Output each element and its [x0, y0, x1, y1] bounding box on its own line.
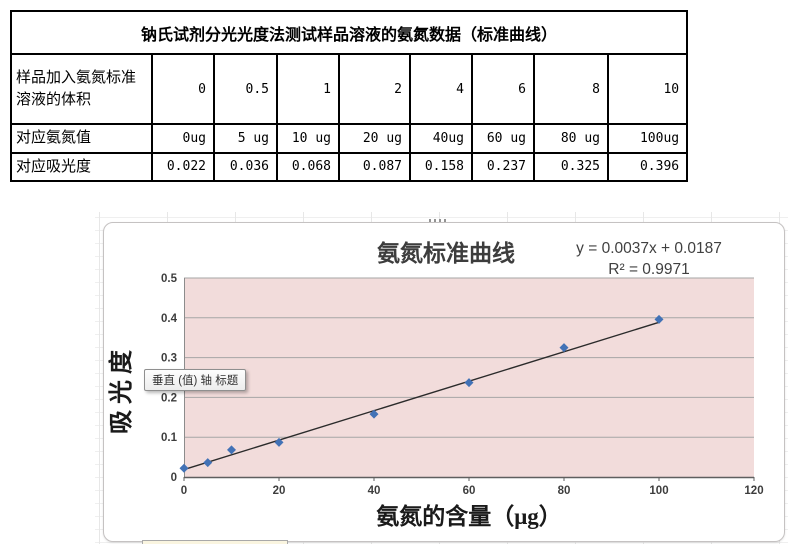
x-tick-label: 40	[368, 485, 381, 497]
row-label: 样品加入氨氮标准溶液的体积	[10, 53, 153, 125]
table-cell: 2	[338, 53, 411, 125]
ammonia-data-table: 钠氏试剂分光光度法测试样品溶液的氨氮数据（标准曲线） 样品加入氨氮标准溶液的体积…	[9, 10, 689, 182]
data-point	[369, 409, 379, 419]
data-point	[654, 314, 664, 324]
table-cell: 8	[533, 53, 609, 125]
table-title-row: 钠氏试剂分光光度法测试样品溶液的氨氮数据（标准曲线）	[9, 10, 689, 55]
y-tick-label: 0.2	[161, 392, 177, 404]
row-label: 对应吸光度	[10, 151, 153, 182]
table-cell: 0.237	[471, 151, 535, 182]
plot-bg	[184, 278, 754, 477]
table-cell: 0.325	[533, 151, 609, 182]
data-point	[464, 378, 474, 388]
table-cell: 10	[606, 53, 689, 125]
table-cell: 0.036	[213, 151, 278, 182]
data-point	[559, 343, 569, 353]
y-tick-label: 0.3	[161, 353, 177, 365]
x-tick-label: 20	[273, 485, 286, 497]
table-cell: 0.087	[338, 151, 411, 182]
chart-selection-handle-icon	[429, 219, 448, 222]
trendline-r-squared: R² = 0.9971	[608, 261, 690, 278]
y-axis-title: 吸光度	[109, 344, 135, 434]
table-row: 样品加入氨氮标准溶液的体积 0 0.5 1 2 4 6 8 10	[10, 53, 689, 125]
y-tick-label: 0.5	[161, 273, 178, 285]
table-cell: 0ug	[151, 123, 215, 154]
axis-title-tooltip: 垂直 (值) 轴 标题	[144, 369, 247, 391]
x-axis-title: 氨氮的含量（μg）	[376, 504, 562, 529]
table-cell: 6	[471, 53, 535, 125]
table-cell: 40ug	[409, 123, 473, 154]
x-tick-label: 60	[463, 485, 476, 497]
data-table-body: 样品加入氨氮标准溶液的体积 0 0.5 1 2 4 6 8 10 对应氨氮值 0ug 5 ug 10 u…	[10, 53, 689, 182]
chart-object[interactable]: 氨氮标准曲线 y = 0.0037x + 0.0187 R² = 0.9971 …	[103, 222, 785, 542]
table-cell: 0	[151, 53, 215, 125]
row-label: 对应氨氮值	[10, 123, 153, 154]
y-tick-label: 0	[171, 472, 177, 484]
y-tick-label: 0.1	[161, 432, 178, 444]
table-cell: 0.396	[606, 151, 689, 182]
trendline-equation: y = 0.0037x + 0.0187	[576, 240, 722, 257]
x-tick-label: 0	[181, 485, 187, 497]
trendline	[183, 321, 660, 471]
table-cell: 4	[409, 53, 473, 125]
table-row: 对应氨氮值 0ug 5 ug 10 ug 20 ug 40ug 60 ug 80 ug 100u…	[10, 123, 689, 154]
table-cell: 100ug	[606, 123, 689, 154]
x-tick-label: 100	[649, 485, 668, 497]
data-point	[274, 437, 284, 447]
table-cell: 80 ug	[533, 123, 609, 154]
x-tick-label: 80	[558, 485, 571, 497]
table-cell: 0.5	[213, 53, 278, 125]
table-cell: 5 ug	[213, 123, 278, 154]
x-tick-label: 120	[744, 485, 763, 497]
table-cell: 10 ug	[276, 123, 340, 154]
chart-title: 氨氮标准曲线	[377, 241, 515, 266]
data-point	[227, 445, 236, 455]
bottom-partial-element	[142, 540, 288, 544]
trendline-label: y = 0.0037x + 0.0187 R² = 0.9971	[544, 238, 754, 280]
table-cell: 60 ug	[471, 123, 535, 154]
plot-area: 0 20 40 60 80 100 120 0 0.1 0.2 0.3 0.4 0.5	[161, 273, 764, 497]
table-row: 对应吸光度 0.022 0.036 0.068 0.087 0.158 0.237 0.325…	[10, 151, 689, 182]
table-cell: 0.068	[276, 151, 340, 182]
table-title: 钠氏试剂分光光度法测试样品溶液的氨氮数据（标准曲线）	[9, 10, 689, 55]
table-cell: 20 ug	[338, 123, 411, 154]
table-cell: 0.158	[409, 151, 473, 182]
y-tick-label: 0.4	[161, 313, 178, 325]
data-point	[203, 458, 213, 468]
table-cell: 1	[276, 53, 340, 125]
table-cell: 0.022	[151, 151, 215, 182]
data-point	[179, 463, 189, 473]
